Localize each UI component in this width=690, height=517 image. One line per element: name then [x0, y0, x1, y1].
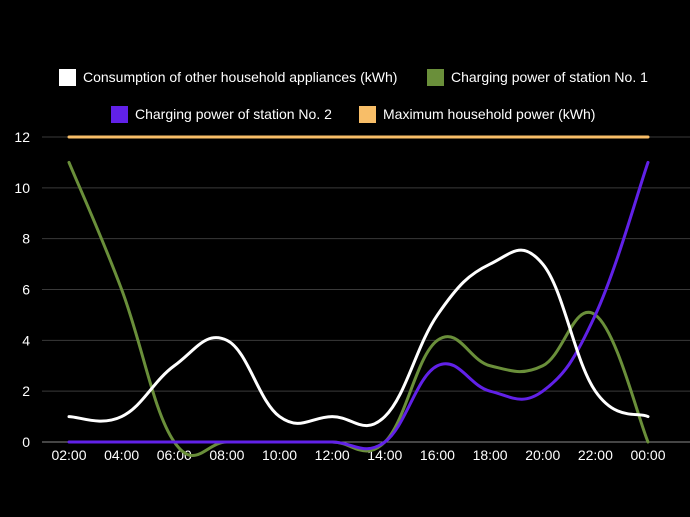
x-tick-label: 00:00: [630, 447, 665, 463]
x-tick-label: 20:00: [525, 447, 560, 463]
x-tick-label: 16:00: [420, 447, 455, 463]
legend-swatch: [427, 69, 444, 86]
series-line-2: [67, 160, 650, 457]
y-axis: 0 2 4 6 8 10 12: [14, 129, 30, 450]
x-tick-label: 04:00: [104, 447, 139, 463]
x-tick-label: 14:00: [367, 447, 402, 463]
x-tick-label: 02:00: [51, 447, 86, 463]
y-tick-label: 2: [22, 383, 30, 399]
legend-swatch: [59, 69, 76, 86]
series-lines: [67, 135, 650, 457]
gridlines: [42, 136, 690, 443]
legend-label: Consumption of other household appliance…: [83, 69, 397, 85]
series-line-1: [67, 248, 650, 428]
legend-label: Charging power of station No. 1: [451, 69, 648, 85]
x-tick-label: 18:00: [473, 447, 508, 463]
y-tick-label: 6: [22, 282, 30, 298]
series-line-3: [67, 160, 650, 451]
legend-swatch: [111, 106, 128, 123]
x-tick-label: 10:00: [262, 447, 297, 463]
x-tick-label: 12:00: [315, 447, 350, 463]
legend-label: Charging power of station No. 2: [135, 106, 332, 122]
x-tick-label: 22:00: [578, 447, 613, 463]
legend-swatch: [359, 106, 376, 123]
y-tick-label: 4: [22, 332, 30, 348]
legend-label: Maximum household power (kWh): [383, 106, 595, 122]
y-tick-label: 8: [22, 231, 30, 247]
legend: Consumption of other household appliance…: [59, 69, 648, 123]
x-tick-label: 08:00: [209, 447, 244, 463]
y-tick-label: 10: [14, 180, 30, 196]
y-tick-label: 0: [22, 434, 30, 450]
y-tick-label: 12: [14, 129, 30, 145]
